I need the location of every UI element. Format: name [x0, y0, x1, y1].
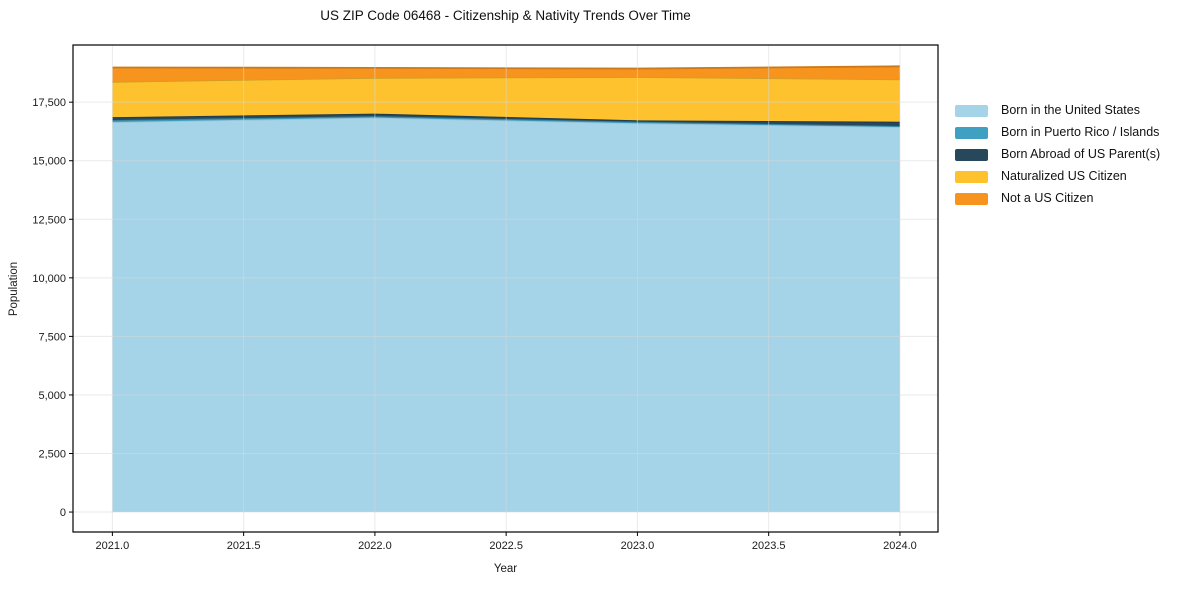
y-tick-label: 2,500: [38, 448, 66, 460]
legend-label: Born in the United States: [1001, 103, 1140, 117]
y-tick-label: 12,500: [32, 214, 66, 226]
x-tick-label: 2022.0: [358, 540, 392, 552]
legend-label: Born in Puerto Rico / Islands: [1001, 125, 1160, 139]
y-tick-label: 10,000: [32, 273, 66, 285]
x-tick-label: 2021.5: [227, 540, 261, 552]
x-tick-label: 2024.0: [883, 540, 917, 552]
x-tick-label: 2023.0: [621, 540, 655, 552]
legend-swatch: [955, 192, 988, 205]
legend-item: Naturalized US Citizen: [955, 168, 1160, 185]
legend-swatch: [955, 170, 988, 183]
x-tick-label: 2023.5: [752, 540, 786, 552]
x-tick-label: 2022.5: [489, 540, 523, 552]
legend-item: Born Abroad of US Parent(s): [955, 146, 1160, 163]
x-axis-label: Year: [493, 563, 518, 575]
x-tick-label: 2021.0: [96, 540, 130, 552]
legend-swatch: [955, 148, 988, 161]
legend-label: Naturalized US Citizen: [1001, 169, 1127, 183]
legend-label: Born Abroad of US Parent(s): [1001, 147, 1161, 161]
y-tick-label: 17,500: [32, 97, 66, 109]
y-tick-label: 5,000: [38, 390, 66, 402]
legend-swatch: [955, 126, 988, 139]
y-axis-label: Population: [8, 261, 20, 317]
legend-item: Born in Puerto Rico / Islands: [955, 124, 1160, 141]
legend-label: Not a US Citizen: [1001, 191, 1094, 205]
legend-swatch: [955, 104, 988, 117]
legend-item: Born in the United States: [955, 102, 1160, 119]
y-tick-label: 7,500: [38, 331, 66, 343]
chart-title: US ZIP Code 06468 - Citizenship & Nativi…: [320, 8, 691, 23]
legend: Born in the United States Born in Puerto …: [955, 102, 1160, 207]
legend-item: Not a US Citizen: [955, 190, 1160, 207]
area-born-abroad-of-us-parent-s: [112, 113, 900, 126]
plot-border: [72, 44, 939, 533]
y-tick-label: 15,000: [32, 156, 66, 168]
y-tick-label: 0: [60, 507, 66, 519]
